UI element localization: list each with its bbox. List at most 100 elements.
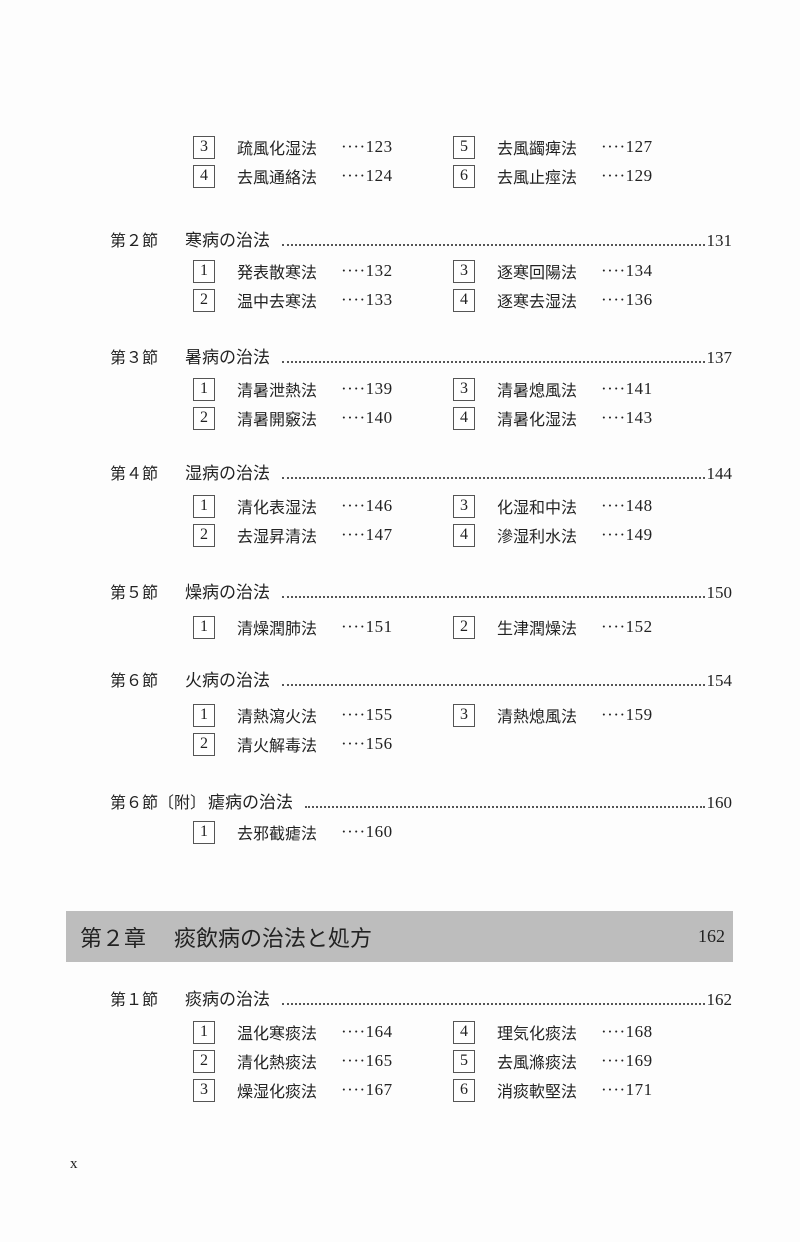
item-page: ····168 — [601, 1022, 653, 1041]
section-title: 湿病の治法 — [185, 464, 270, 484]
toc-item[interactable]: 2 清化熱痰法 ····165 — [193, 1049, 393, 1073]
item-page: ····139 — [341, 379, 393, 398]
toc-item[interactable]: 6 去風止痙法 ····129 — [453, 164, 653, 188]
item-page: ····165 — [341, 1051, 393, 1070]
item-page: ····146 — [341, 496, 393, 515]
dot-leader — [282, 360, 705, 363]
toc-item[interactable]: 1 発表散寒法 ····132 — [193, 259, 393, 283]
item-number-box: 3 — [453, 259, 475, 283]
toc-item[interactable]: 2 生津潤燥法 ····152 — [453, 615, 653, 639]
toc-item[interactable]: 3 逐寒回陽法 ····134 — [453, 259, 653, 283]
item-title: 化湿和中法 — [497, 498, 578, 517]
item-number-box: 2 — [193, 288, 215, 312]
toc-item[interactable]: 4 滲湿利水法 ····149 — [453, 523, 653, 547]
toc-item[interactable]: 1 清燥潤肺法 ····151 — [193, 615, 393, 639]
section-heading[interactable]: 第５節 燥病の治法 150 — [110, 578, 732, 603]
toc-item[interactable]: 2 去湿昇清法 ····147 — [193, 523, 393, 547]
item-title: 清暑開竅法 — [237, 410, 318, 429]
item-number-box: 2 — [193, 406, 215, 430]
section-heading[interactable]: 第６節〔附〕 瘧病の治法 160 — [110, 788, 733, 813]
item-title: 生津潤燥法 — [497, 619, 578, 638]
item-title: 去邪截瘧法 — [237, 824, 318, 843]
item-number-box: 6 — [453, 164, 475, 188]
page-number: 131 — [706, 231, 733, 250]
toc-item[interactable]: 3 清暑熄風法 ····141 — [453, 377, 653, 401]
toc-item[interactable]: 1 清化表湿法 ····146 — [193, 494, 393, 518]
item-page: ····155 — [341, 705, 393, 724]
toc-item[interactable]: 4 清暑化湿法 ····143 — [453, 406, 653, 430]
item-page: ····140 — [341, 408, 393, 427]
toc-item[interactable]: 4 去風通絡法 ····124 — [193, 164, 393, 188]
item-number-box: 6 — [453, 1078, 475, 1102]
item-title: 清暑泄熱法 — [237, 381, 318, 400]
item-number-box: 1 — [193, 820, 215, 844]
toc-item[interactable]: 3 疏風化湿法 ····123 — [193, 135, 393, 159]
item-number-box: 3 — [193, 1078, 215, 1102]
item-page: ····129 — [601, 166, 653, 185]
item-title: 清火解毒法 — [237, 736, 318, 755]
chapter-title: 痰飲病の治法と処方 — [174, 926, 373, 952]
toc-item[interactable]: 5 去風滌痰法 ····169 — [453, 1049, 653, 1073]
toc-item[interactable]: 3 清熱熄風法 ····159 — [453, 703, 653, 727]
section-heading[interactable]: 第２節 寒病の治法 131 — [110, 226, 733, 251]
section-heading[interactable]: 第６節 火病の治法 154 — [110, 666, 733, 691]
page-number: 160 — [706, 793, 733, 812]
item-page: ····136 — [601, 290, 653, 309]
page-number: 154 — [706, 671, 733, 690]
item-title: 去風蠲痺法 — [497, 139, 578, 158]
item-page: ····132 — [341, 261, 393, 280]
section-number: 第６節〔附〕 — [110, 793, 207, 812]
section-number: 第２節 — [110, 231, 159, 250]
item-number-box: 5 — [453, 1049, 475, 1073]
item-title: 燥湿化痰法 — [237, 1082, 318, 1101]
item-number-box: 2 — [453, 615, 475, 639]
item-number-box: 2 — [193, 1049, 215, 1073]
chapter-heading[interactable]: 第２章 痰飲病の治法と処方 162 — [66, 911, 733, 962]
dot-leader — [282, 476, 705, 479]
item-title: 発表散寒法 — [237, 263, 318, 282]
toc-item[interactable]: 3 化湿和中法 ····148 — [453, 494, 653, 518]
toc-item[interactable]: 3 燥湿化痰法 ····167 — [193, 1078, 393, 1102]
section-title: 暑病の治法 — [185, 348, 270, 368]
item-title: 去湿昇清法 — [237, 527, 318, 546]
item-number-box: 2 — [193, 523, 215, 547]
section-heading[interactable]: 第４節 湿病の治法 144 — [110, 459, 732, 484]
toc-item[interactable]: 2 清暑開竅法 ····140 — [193, 406, 393, 430]
section-number: 第３節 — [110, 348, 159, 367]
section-heading[interactable]: 第３節 暑病の治法 137 — [110, 343, 732, 368]
toc-item[interactable]: 6 消痰軟堅法 ····171 — [453, 1078, 653, 1102]
item-title: 去風止痙法 — [497, 168, 578, 187]
toc-item[interactable]: 4 理気化痰法 ····168 — [453, 1020, 653, 1044]
toc-item[interactable]: 2 温中去寒法 ····133 — [193, 288, 393, 312]
item-page: ····134 — [601, 261, 653, 280]
item-number-box: 4 — [453, 523, 475, 547]
item-number-box: 4 — [453, 1020, 475, 1044]
item-title: 温中去寒法 — [237, 292, 318, 311]
item-number-box: 3 — [193, 135, 215, 159]
toc-item[interactable]: 5 去風蠲痺法 ····127 — [453, 135, 653, 159]
dot-leader — [282, 595, 705, 598]
item-page: ····159 — [601, 705, 653, 724]
toc-item[interactable]: 1 去邪截瘧法 ····160 — [193, 820, 393, 844]
page-folio: x — [70, 1156, 78, 1172]
item-number-box: 1 — [193, 615, 215, 639]
item-number-box: 1 — [193, 1020, 215, 1044]
item-title: 去風滌痰法 — [497, 1053, 578, 1072]
item-page: ····141 — [601, 379, 653, 398]
item-number-box: 1 — [193, 703, 215, 727]
item-number-box: 3 — [453, 494, 475, 518]
item-number-box: 5 — [453, 135, 475, 159]
toc-item[interactable]: 4 逐寒去湿法 ····136 — [453, 288, 653, 312]
section-title: 痰病の治法 — [185, 990, 270, 1010]
section-title: 瘧病の治法 — [208, 793, 294, 813]
section-number: 第１節 — [110, 990, 159, 1009]
section-heading[interactable]: 第１節 痰病の治法 162 — [110, 985, 732, 1010]
toc-item[interactable]: 1 清熱瀉火法 ····155 — [193, 703, 393, 727]
toc-item[interactable]: 1 温化寒痰法 ····164 — [193, 1020, 393, 1044]
toc-item[interactable]: 1 清暑泄熱法 ····139 — [193, 377, 393, 401]
section-number: 第５節 — [110, 583, 159, 602]
toc-item[interactable]: 2 清火解毒法 ····156 — [193, 732, 393, 756]
item-title: 理気化痰法 — [497, 1024, 578, 1043]
item-title: 疏風化湿法 — [237, 139, 318, 158]
item-number-box: 4 — [453, 406, 475, 430]
